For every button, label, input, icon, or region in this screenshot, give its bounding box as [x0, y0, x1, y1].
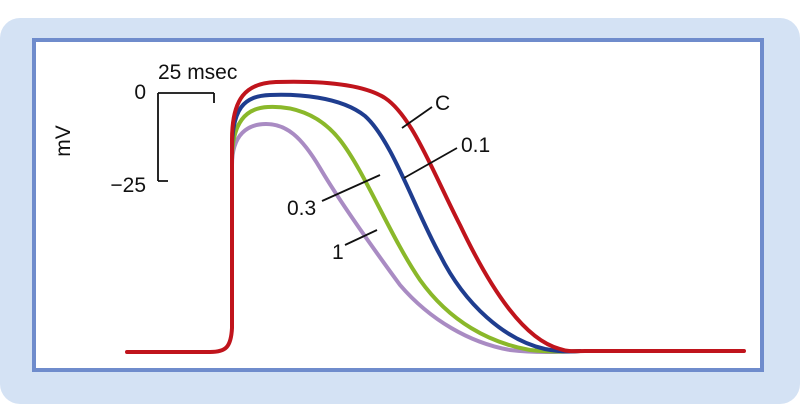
- trace-0-1: [230, 92, 582, 354]
- y-unit-label: mV: [52, 125, 75, 157]
- trace-label-0-3: 0.3: [287, 197, 316, 220]
- leader-line-0-3: [321, 174, 381, 202]
- scale-bar-zero-label: 0: [134, 81, 146, 104]
- trace-label-c: C: [435, 92, 450, 115]
- scale-bar: [157, 92, 215, 182]
- trace-label-1: 1: [332, 241, 344, 264]
- scale-bar-time-label: 25 msec: [158, 61, 237, 84]
- trace-c: [125, 79, 746, 354]
- leader-line-0-1: [403, 147, 458, 179]
- leader-line-1: [344, 229, 378, 246]
- leader-line-c: [401, 106, 433, 129]
- trace-1: [230, 121, 582, 354]
- figure-frame: [32, 38, 764, 372]
- scale-bar-minus25-label: −25: [110, 174, 146, 197]
- trace-label-0-1: 0.1: [461, 134, 490, 157]
- trace-0-3: [230, 104, 582, 354]
